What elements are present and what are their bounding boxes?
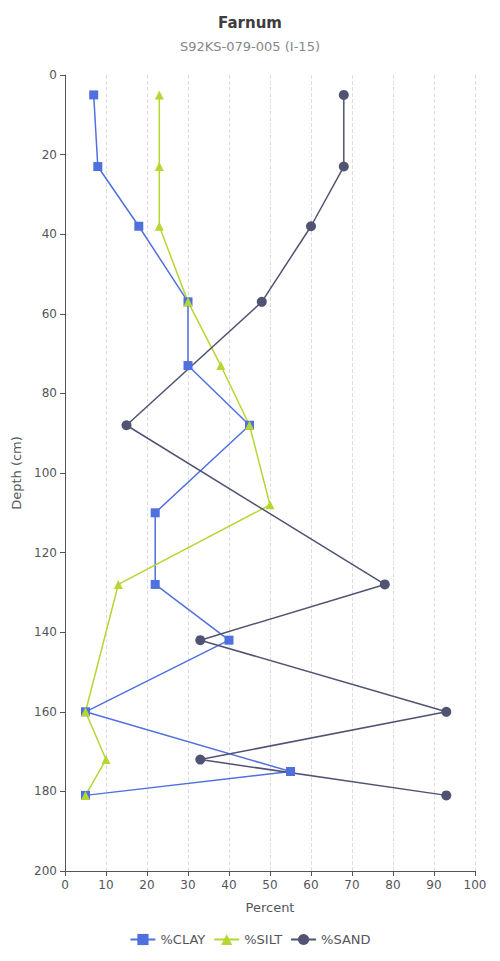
svg-text:100: 100 (34, 466, 57, 480)
svg-text:Depth (cm): Depth (cm) (9, 436, 24, 510)
svg-text:%SAND: %SAND (321, 932, 370, 947)
svg-text:40: 40 (221, 878, 236, 892)
svg-text:180: 180 (34, 784, 57, 798)
svg-text:40: 40 (42, 227, 57, 241)
svg-text:60: 60 (42, 307, 57, 321)
svg-text:120: 120 (34, 546, 57, 560)
svg-text:30: 30 (180, 878, 195, 892)
svg-text:160: 160 (34, 705, 57, 719)
svg-text:0: 0 (49, 68, 57, 82)
svg-text:Percent: Percent (246, 900, 295, 915)
svg-text:100: 100 (464, 878, 487, 892)
svg-text:S92KS-079-005 (I-15): S92KS-079-005 (I-15) (180, 39, 320, 54)
svg-text:0: 0 (61, 878, 69, 892)
svg-text:80: 80 (42, 386, 57, 400)
svg-text:200: 200 (34, 864, 57, 878)
svg-text:20: 20 (139, 878, 154, 892)
svg-text:80: 80 (385, 878, 400, 892)
svg-text:10: 10 (98, 878, 113, 892)
svg-text:140: 140 (34, 625, 57, 639)
svg-text:70: 70 (344, 878, 359, 892)
svg-text:60: 60 (303, 878, 318, 892)
svg-text:20: 20 (42, 148, 57, 162)
svg-text:50: 50 (262, 878, 277, 892)
svg-text:90: 90 (426, 878, 441, 892)
svg-text:%CLAY: %CLAY (160, 932, 205, 947)
svg-text:Farnum: Farnum (218, 14, 282, 32)
svg-text:%SILT: %SILT (244, 932, 282, 947)
